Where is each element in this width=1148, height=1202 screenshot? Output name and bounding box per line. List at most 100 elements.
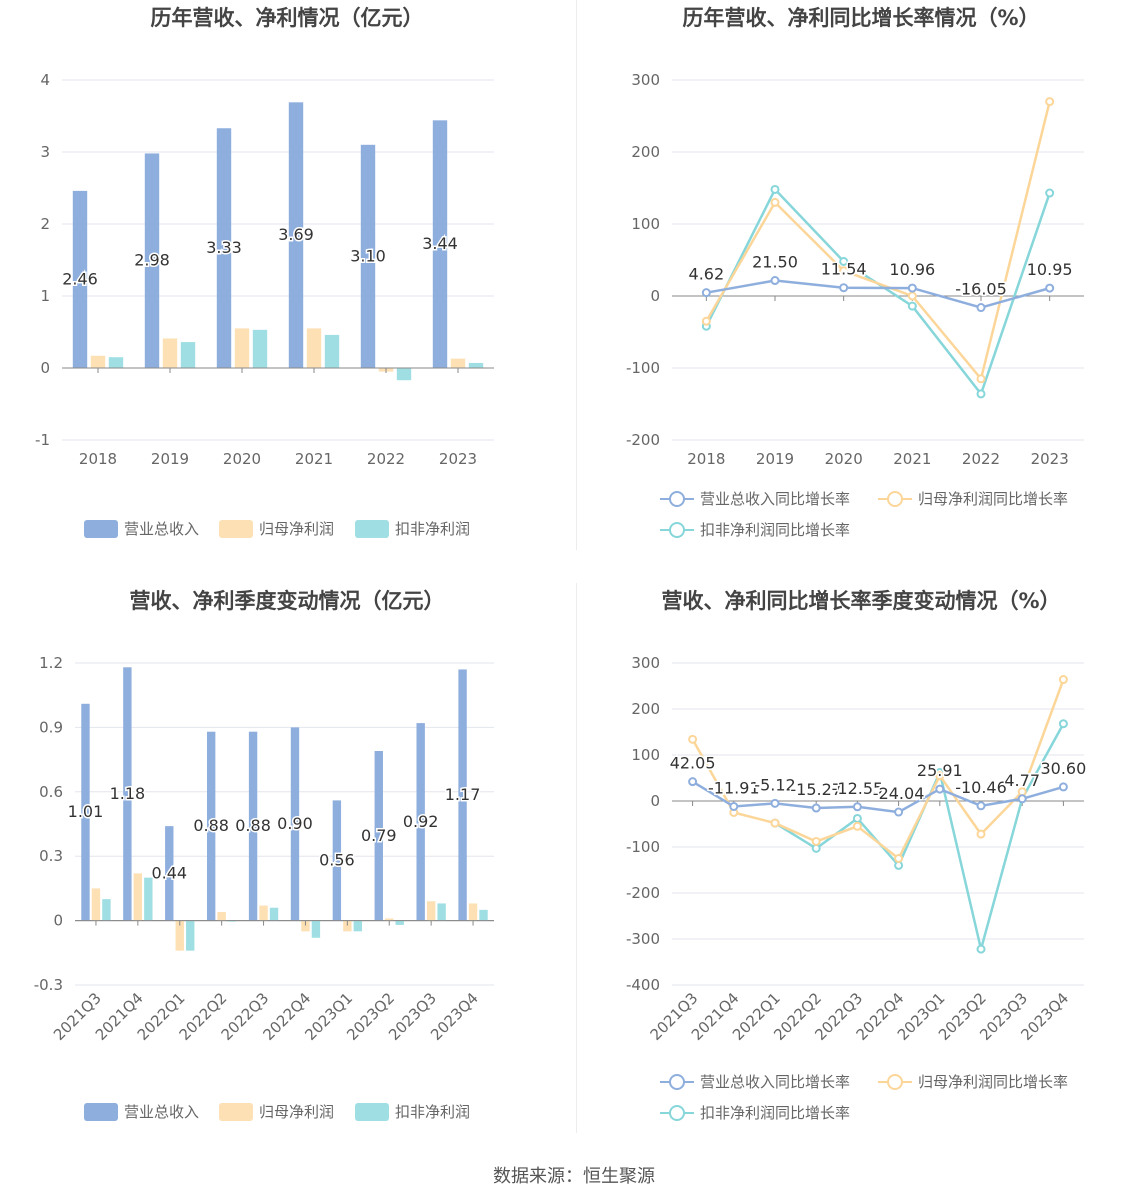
line-data-label: 30.60 bbox=[1040, 759, 1086, 778]
series-point bbox=[935, 784, 945, 794]
x-tick-label: 2021 bbox=[893, 450, 931, 468]
panel-divider bbox=[576, 0, 577, 550]
bar bbox=[311, 920, 321, 938]
bar-data-label: 0.92 bbox=[403, 812, 439, 831]
x-tick-label: 2022 bbox=[367, 450, 405, 468]
bar bbox=[432, 120, 448, 368]
bar bbox=[165, 826, 174, 921]
legend-line-marker bbox=[660, 521, 694, 539]
legend-item-parent-growth[interactable]: 归母净利润同比增长率 bbox=[878, 488, 1068, 509]
legend-item-revenue-growth[interactable]: 营业总收入同比增长率 bbox=[660, 1071, 850, 1092]
legend-line-marker bbox=[878, 490, 912, 508]
bar bbox=[259, 905, 268, 921]
bar bbox=[437, 903, 446, 921]
x-tick-label: 2022 bbox=[962, 450, 1000, 468]
series-point bbox=[770, 818, 780, 828]
bar-data-label: 3.10 bbox=[350, 246, 386, 265]
quarter-line-chart: -400-300-200-10001002003002021Q32021Q420… bbox=[626, 654, 1088, 1044]
bar bbox=[468, 903, 478, 921]
series-point bbox=[976, 801, 986, 811]
bar bbox=[450, 358, 466, 368]
annual-bar-panel: 历年营收、净利情况（亿元） -1 0 1 2 3 4 2018 2019 2020 2021 202… bbox=[0, 0, 574, 580]
bar bbox=[360, 144, 376, 368]
series-point bbox=[770, 184, 780, 194]
legend-item-revenue[interactable]: 营业总收入 bbox=[84, 1101, 199, 1122]
bar bbox=[180, 342, 196, 368]
series-point bbox=[729, 801, 739, 811]
bar bbox=[301, 920, 310, 932]
bar bbox=[396, 368, 412, 381]
bar-data-label: 0.44 bbox=[151, 863, 187, 882]
bar bbox=[290, 727, 300, 921]
bar bbox=[385, 918, 394, 921]
y-tick-label: 1 bbox=[40, 287, 50, 305]
x-tick-label: 2021 bbox=[295, 450, 333, 468]
legend-line-marker bbox=[660, 490, 694, 508]
bar bbox=[206, 731, 216, 921]
series-point bbox=[976, 944, 986, 954]
y-tick-label: -1 bbox=[35, 431, 50, 449]
series-point bbox=[907, 291, 917, 301]
line-data-label: -15.27 bbox=[790, 780, 842, 799]
legend-item-deducted-net-profit[interactable]: 扣非净利润 bbox=[355, 1101, 470, 1122]
bar bbox=[175, 920, 184, 951]
series-point bbox=[852, 821, 862, 831]
series-point bbox=[976, 374, 986, 384]
bar bbox=[123, 667, 132, 921]
bar bbox=[458, 669, 467, 921]
series-point bbox=[1045, 283, 1055, 293]
legend-label: 营业总收入同比增长率 bbox=[700, 490, 851, 508]
legend-item-parent-growth[interactable]: 归母净利润同比增长率 bbox=[878, 1071, 1068, 1092]
series-line bbox=[705, 101, 1051, 382]
series-point bbox=[1058, 719, 1068, 729]
bar bbox=[144, 153, 160, 368]
legend-swatch bbox=[84, 519, 118, 538]
bar bbox=[144, 877, 153, 921]
series-point bbox=[811, 803, 821, 813]
bar bbox=[332, 800, 342, 921]
line-data-label: -24.04 bbox=[873, 784, 925, 803]
legend-item-deducted-growth[interactable]: 扣非净利润同比增长率 bbox=[660, 1102, 850, 1123]
bar bbox=[216, 128, 232, 368]
series-point bbox=[976, 303, 986, 313]
y-tick-label: 0 bbox=[650, 792, 660, 810]
bar-data-label: 2.46 bbox=[62, 269, 98, 288]
legend-swatch bbox=[355, 1102, 389, 1121]
series-point bbox=[701, 316, 711, 326]
series-line bbox=[691, 679, 1065, 861]
bar-data-label: 0.88 bbox=[193, 816, 229, 835]
bar bbox=[91, 888, 101, 921]
legend-label: 归母净利润同比增长率 bbox=[918, 1073, 1069, 1091]
chart-title: 历年营收、净利同比增长率情况（%） bbox=[682, 6, 1040, 30]
bar bbox=[468, 362, 484, 368]
y-tick-label: 1.2 bbox=[39, 654, 63, 672]
annual-line-chart: -200 -100 0 100 200 300 2018 2019 2020 2021 2022 20… bbox=[626, 71, 1084, 468]
chart-title: 营收、净利季度变动情况（亿元） bbox=[129, 589, 445, 613]
y-tick-label: 2 bbox=[40, 215, 50, 233]
series-point bbox=[701, 288, 711, 298]
y-tick-label: -200 bbox=[626, 431, 660, 449]
series-point bbox=[839, 266, 849, 276]
series-point bbox=[1045, 188, 1055, 198]
y-tick-label: 0 bbox=[53, 912, 63, 930]
y-tick-label: -200 bbox=[626, 884, 660, 902]
legend-item-deducted-growth[interactable]: 扣非净利润同比增长率 bbox=[660, 519, 850, 540]
series-line bbox=[774, 723, 1065, 950]
x-tick-label: 2018 bbox=[79, 450, 117, 468]
bar-data-label: 1.18 bbox=[110, 784, 146, 803]
bar bbox=[217, 912, 226, 921]
legend-item-parent-net-profit[interactable]: 归母净利润 bbox=[219, 1101, 334, 1122]
y-tick-label: -300 bbox=[626, 930, 660, 948]
legend-item-revenue-growth[interactable]: 营业总收入同比增长率 bbox=[660, 488, 850, 509]
series-point bbox=[976, 389, 986, 399]
legend-label: 归母净利润 bbox=[259, 1103, 335, 1121]
bar bbox=[479, 909, 488, 921]
legend-item-deducted-net-profit[interactable]: 扣非净利润 bbox=[355, 518, 470, 539]
legend-item-revenue[interactable]: 营业总收入 bbox=[84, 518, 199, 539]
bar bbox=[288, 102, 304, 368]
y-tick-label: -400 bbox=[626, 976, 660, 994]
legend-item-parent-net-profit[interactable]: 归母净利润 bbox=[219, 518, 334, 539]
x-tick-label: 2019 bbox=[151, 450, 189, 468]
bar-data-label: 0.56 bbox=[319, 850, 355, 869]
bar bbox=[90, 355, 106, 368]
